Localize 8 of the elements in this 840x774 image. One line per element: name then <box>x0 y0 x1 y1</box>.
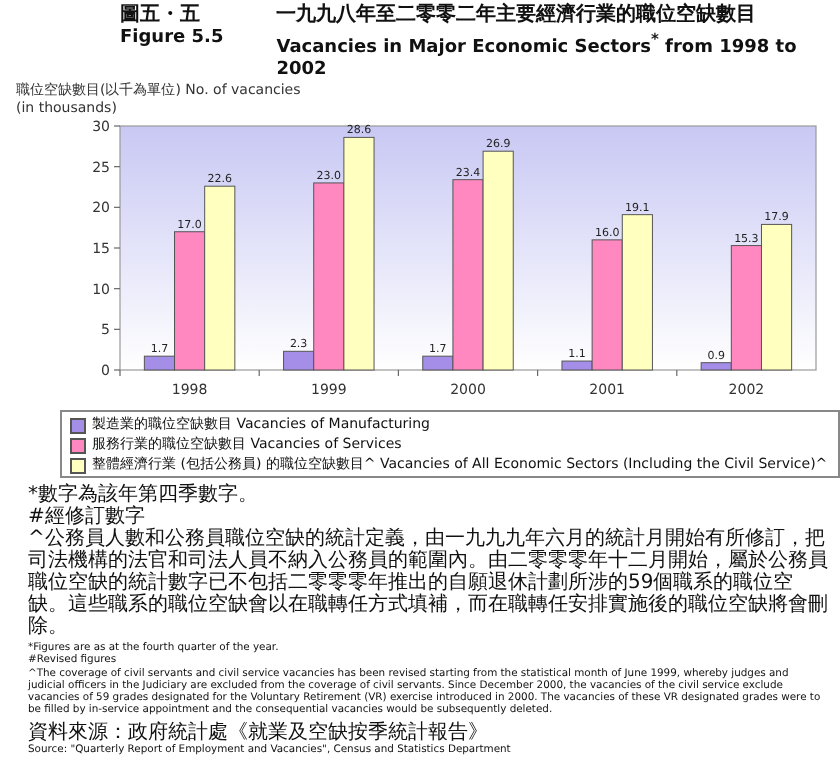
source-note: 資料來源：政府統計處《就業及空缺按季統計報告》 <box>28 721 490 744</box>
text: ^公務員人數和公務員職位空缺的統計定義，由一九九九年六月的統計月開始有所修訂，把司法機構的法官和司法人員不納入公務員的範圍內。由二零零零年十二月開始，屬於公務員職位空缺的統計數字已不包括二零零零年推出的自願退休計劃所涉的59個職系的職位空缺。這些職系的職位空缺會以在職轉任方式填補，而在職轉任安排實施後的職位空缺將會刪除。 <box>28 528 828 638</box>
chart-title: 一九九八年至二零零二年主要經濟行業的職位空缺數目 <box>276 4 759 28</box>
text: #經修訂數字 <box>28 506 145 528</box>
text: 圖五・五 <box>120 4 202 28</box>
caption: Figure 5.5 <box>120 28 226 50</box>
text: Vacancies in Major Economic Sectors$^{*}$ from 1998 to 2002 <box>276 30 797 80</box>
text: *數字為該年第四季數字。 <box>28 484 260 506</box>
